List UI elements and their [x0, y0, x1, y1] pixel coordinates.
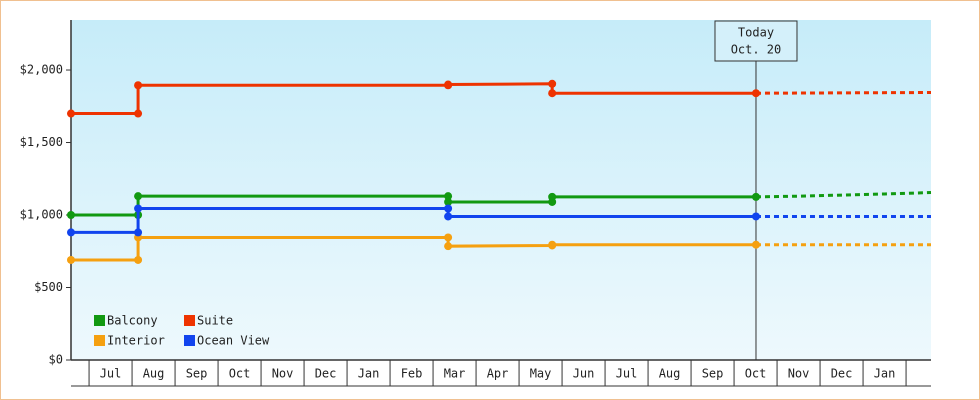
legend-label: Balcony — [107, 314, 158, 328]
point — [444, 192, 453, 201]
x-tick-label: Feb — [401, 367, 423, 381]
y-tick-label: $500 — [34, 280, 63, 294]
x-tick-label: Nov — [788, 367, 810, 381]
x-tick-label: Jul — [100, 367, 122, 381]
x-tick-label: May — [530, 367, 552, 381]
x-tick-label: Apr — [487, 367, 509, 381]
point — [444, 212, 453, 221]
point — [67, 211, 75, 220]
y-tick-label: $1,500 — [20, 135, 63, 149]
legend-swatch — [94, 335, 105, 346]
today-label: Oct. 20 — [731, 43, 782, 57]
x-tick-label: Aug — [659, 367, 681, 381]
point — [134, 81, 143, 90]
y-tick-label: $1,000 — [20, 208, 63, 222]
legend-label: Ocean View — [197, 334, 270, 348]
point — [444, 242, 453, 251]
point — [548, 192, 557, 201]
legend-swatch — [184, 315, 195, 326]
point — [134, 109, 143, 118]
x-tick-label: Oct — [745, 367, 767, 381]
point — [67, 255, 75, 264]
point — [548, 79, 557, 88]
point — [67, 228, 75, 237]
legend-swatch — [94, 315, 105, 326]
x-tick-label: Jan — [874, 367, 896, 381]
forecast-line — [755, 191, 932, 199]
x-tick-label: Jun — [573, 367, 595, 381]
point — [134, 228, 143, 237]
point — [134, 204, 143, 213]
legend-label: Interior — [107, 334, 165, 348]
x-tick-label: Jul — [616, 367, 638, 381]
point — [67, 109, 75, 118]
point — [134, 255, 143, 264]
x-tick-label: Sep — [186, 367, 208, 381]
series-line — [71, 206, 756, 234]
point — [444, 233, 453, 242]
x-tick-label: Aug — [143, 367, 165, 381]
legend-swatch — [184, 335, 195, 346]
point — [751, 212, 760, 221]
x-tick-label: Nov — [272, 367, 294, 381]
legend-label: Suite — [197, 314, 233, 328]
point — [444, 80, 453, 89]
x-tick-label: Dec — [315, 367, 337, 381]
point — [548, 89, 557, 98]
point — [751, 192, 760, 201]
point — [751, 89, 760, 98]
x-tick-label: Oct — [229, 367, 251, 381]
point — [548, 240, 557, 249]
point — [444, 204, 453, 213]
x-tick-label: Sep — [702, 367, 724, 381]
y-tick-label: $2,000 — [20, 63, 63, 77]
point — [444, 197, 453, 206]
point — [134, 192, 143, 201]
today-box — [714, 20, 798, 62]
y-tick-label: $0 — [49, 353, 63, 367]
x-tick-label: Jan — [358, 367, 380, 381]
forecast-line — [755, 90, 932, 95]
x-tick-label: Dec — [831, 367, 853, 381]
x-tick-label: Mar — [444, 367, 466, 381]
plot-area — [71, 20, 931, 360]
today-label: Today — [738, 26, 774, 40]
point — [751, 240, 760, 249]
